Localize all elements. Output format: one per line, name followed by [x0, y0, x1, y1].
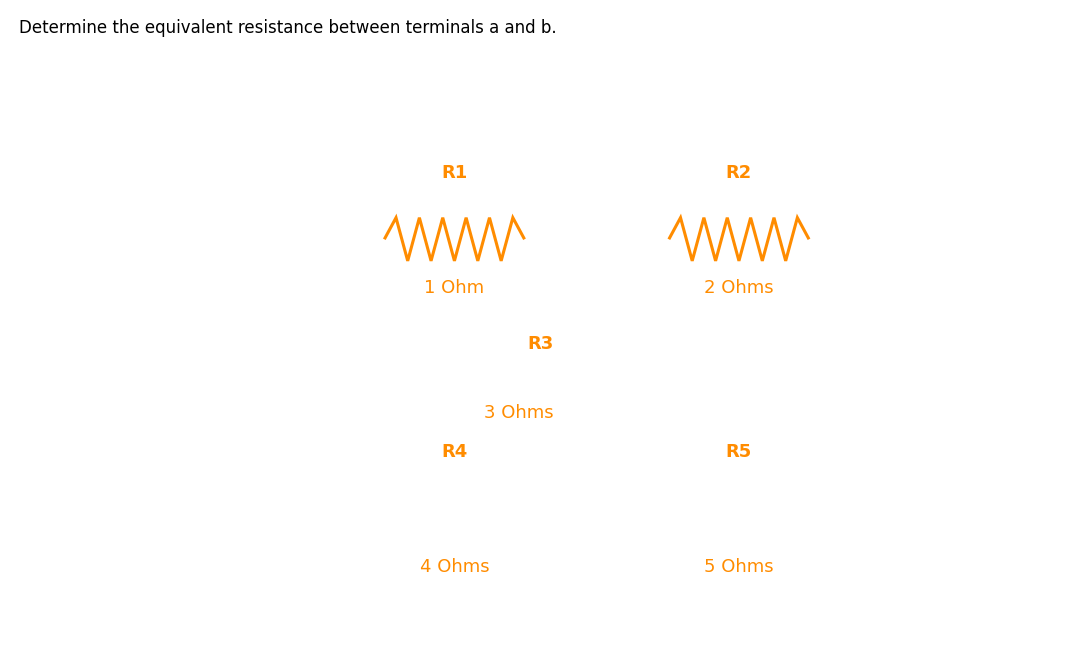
Text: R3: R3 — [527, 335, 553, 353]
Bar — [586, 512, 603, 523]
Text: 2 Ohms: 2 Ohms — [704, 279, 774, 297]
Bar — [290, 234, 306, 245]
Text: 3 Ohms: 3 Ohms — [484, 404, 553, 422]
Text: R4: R4 — [441, 443, 468, 461]
Text: 1 Ohm: 1 Ohm — [425, 279, 484, 297]
Bar — [875, 234, 892, 245]
Text: R1: R1 — [441, 165, 468, 182]
Text: R2: R2 — [725, 165, 752, 182]
Text: R5: R5 — [725, 443, 752, 461]
Text: 5 Ohms: 5 Ohms — [704, 557, 774, 576]
Text: b: b — [1006, 508, 1020, 528]
Text: 4 Ohms: 4 Ohms — [419, 557, 489, 576]
Text: Determine the equivalent resistance between terminals a and b.: Determine the equivalent resistance betw… — [19, 19, 557, 37]
Text: a: a — [1006, 229, 1020, 249]
Bar — [586, 234, 603, 245]
Bar — [875, 512, 892, 523]
Bar — [290, 512, 306, 523]
